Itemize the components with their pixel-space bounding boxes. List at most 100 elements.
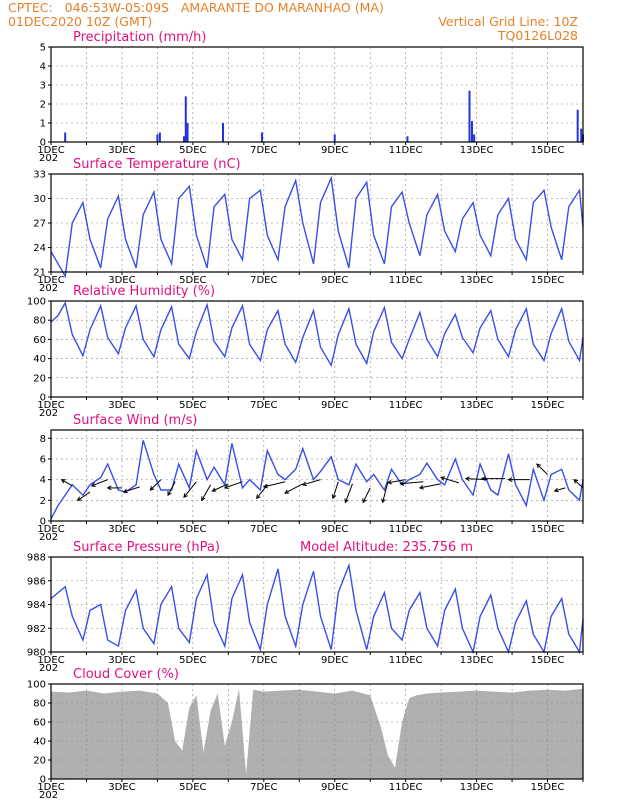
- header-model-code: TQ0126L028: [497, 28, 578, 43]
- wind-arrow: [536, 463, 548, 475]
- y-tick-label: 6: [40, 454, 46, 465]
- wind-arrow-head: [223, 484, 229, 490]
- x-tick-label: 15DEC: [531, 400, 565, 411]
- wind-arrow: [440, 477, 460, 484]
- temperature-title: Surface Temperature (nC): [73, 157, 241, 172]
- wind-arrow-head: [301, 481, 307, 487]
- x-year-label: 202: [39, 283, 58, 294]
- precip-bar: [576, 109, 579, 142]
- precip-bar: [158, 132, 161, 142]
- x-tick-label: 1DEC: [37, 782, 64, 793]
- y-tick-label: 0: [40, 393, 46, 404]
- x-year-label: 202: [39, 790, 58, 800]
- humidity-line: [50, 300, 584, 368]
- x-tick-label: 5DEC: [179, 655, 206, 666]
- x-tick-label: 9DEC: [321, 145, 348, 156]
- x-tick-label: 5DEC: [179, 400, 206, 411]
- x-tick-label: 3DEC: [108, 782, 135, 793]
- wind-arrow-head: [464, 476, 470, 482]
- wind-title: Surface Wind (m/s): [73, 413, 197, 428]
- wind-arrow-head: [256, 494, 261, 500]
- precip-bar: [183, 136, 185, 142]
- x-tick-label: 3DEC: [108, 145, 135, 156]
- header-datetime: 01DEC2020 10Z (GMT): [8, 14, 153, 29]
- x-tick-label: 3DEC: [108, 524, 135, 535]
- header-location: CPTEC: 046:53W-05:09S AMARANTE DO MARANH…: [8, 0, 384, 15]
- y-tick-label: 1: [40, 119, 46, 130]
- x-tick-label: 15DEC: [531, 655, 565, 666]
- x-tick-label: 7DEC: [250, 275, 277, 286]
- wind-arrow: [387, 479, 406, 484]
- y-tick-label: 986: [27, 576, 46, 587]
- y-tick-label: 33: [33, 170, 46, 181]
- x-tick-label: 15DEC: [531, 145, 565, 156]
- wind-arrow: [123, 486, 140, 493]
- wind-arrow-head: [60, 479, 66, 484]
- x-tick-label: 1DEC: [37, 524, 64, 535]
- precip-bar: [468, 90, 471, 142]
- wind-arrow: [419, 483, 442, 489]
- y-tick-label: 60: [33, 335, 46, 346]
- x-tick-label: 11DEC: [389, 400, 423, 411]
- y-tick-label: 0: [40, 517, 46, 528]
- x-tick-label: 15DEC: [531, 275, 565, 286]
- y-tick-label: 0: [40, 775, 46, 786]
- wind-arrow: [91, 479, 108, 487]
- x-tick-label: 1DEC: [37, 655, 64, 666]
- y-tick-label: 80: [33, 699, 46, 710]
- y-tick-label: 30: [33, 194, 46, 205]
- wind-arrow: [61, 479, 73, 487]
- precip-bar: [473, 134, 476, 142]
- precip-bar: [470, 121, 473, 142]
- precipitation-panel: 0 1 2 3 4 5 1DEC 3DEC 5DEC 7DEC 9DEC 11DEC 13DEC 15DE…: [37, 30, 584, 164]
- y-tick-label: 4: [40, 62, 46, 73]
- x-tick-label: 5DEC: [179, 145, 206, 156]
- precip-bar: [64, 132, 67, 142]
- x-tick-label: 13DEC: [460, 275, 494, 286]
- x-tick-label: 7DEC: [250, 655, 277, 666]
- wind-panel: 0 2 4 6 8 1DEC 3DEC 5DEC 7DEC 9DEC 11DEC 13DEC 15DEC…: [37, 413, 584, 543]
- y-tick-label: 0: [40, 138, 46, 149]
- wind-arrow: [573, 479, 584, 489]
- wind-arrow-head: [211, 487, 217, 492]
- temperature-panel: 21 24 27 30 33 1DEC 3DEC 5DEC 7DEC 9DEC 11DEC 13DEC…: [33, 157, 584, 294]
- humidity-panel: 0 20 40 60 80 100 1DEC 3DEC 5DEC 7DEC 9DEC 11DEC 13D…: [27, 284, 584, 419]
- x-tick-label: 13DEC: [460, 782, 494, 793]
- wind-arrow: [400, 481, 424, 485]
- x-tick-label: 5DEC: [179, 524, 206, 535]
- wind-arrow-head: [90, 482, 96, 487]
- y-tick-label: 21: [33, 268, 46, 279]
- x-tick-label: 11DEC: [389, 655, 423, 666]
- cloud-cover-title: Cloud Cover (%): [73, 667, 179, 682]
- wind-arrow-head: [381, 498, 386, 504]
- y-tick-label: 980: [27, 648, 46, 659]
- x-tick-label: 11DEC: [389, 782, 423, 793]
- pressure-title: Surface Pressure (hPa): [73, 540, 220, 555]
- y-tick-label: 2: [40, 496, 46, 507]
- y-tick-label: 984: [27, 600, 46, 611]
- wind-arrow: [77, 491, 91, 501]
- precip-bar: [186, 123, 189, 142]
- x-tick-label: 13DEC: [460, 145, 494, 156]
- x-tick-label: 1DEC: [37, 145, 64, 156]
- x-tick-label: 9DEC: [321, 782, 348, 793]
- humidity-frame: [50, 300, 584, 398]
- wind-arrow: [183, 481, 197, 498]
- y-tick-label: 100: [27, 297, 46, 308]
- precip-bar: [406, 136, 409, 142]
- y-tick-label: 24: [33, 243, 46, 254]
- wind-arrow-head: [362, 498, 367, 504]
- x-tick-label: 9DEC: [321, 400, 348, 411]
- wind-arrow-head: [331, 494, 337, 500]
- precip-bar: [184, 96, 187, 142]
- x-tick-label: 13DEC: [460, 524, 494, 535]
- model-altitude-label: Model Altitude: 235.756 m: [300, 540, 473, 555]
- wind-arrow-head: [122, 488, 128, 494]
- x-tick-label: 1DEC: [37, 400, 64, 411]
- wind-arrow-head: [507, 477, 513, 482]
- y-tick-label: 3: [40, 81, 46, 92]
- wind-arrow: [167, 481, 176, 496]
- x-tick-label: 7DEC: [250, 145, 277, 156]
- x-tick-label: 3DEC: [108, 655, 135, 666]
- pressure-line: [50, 562, 584, 655]
